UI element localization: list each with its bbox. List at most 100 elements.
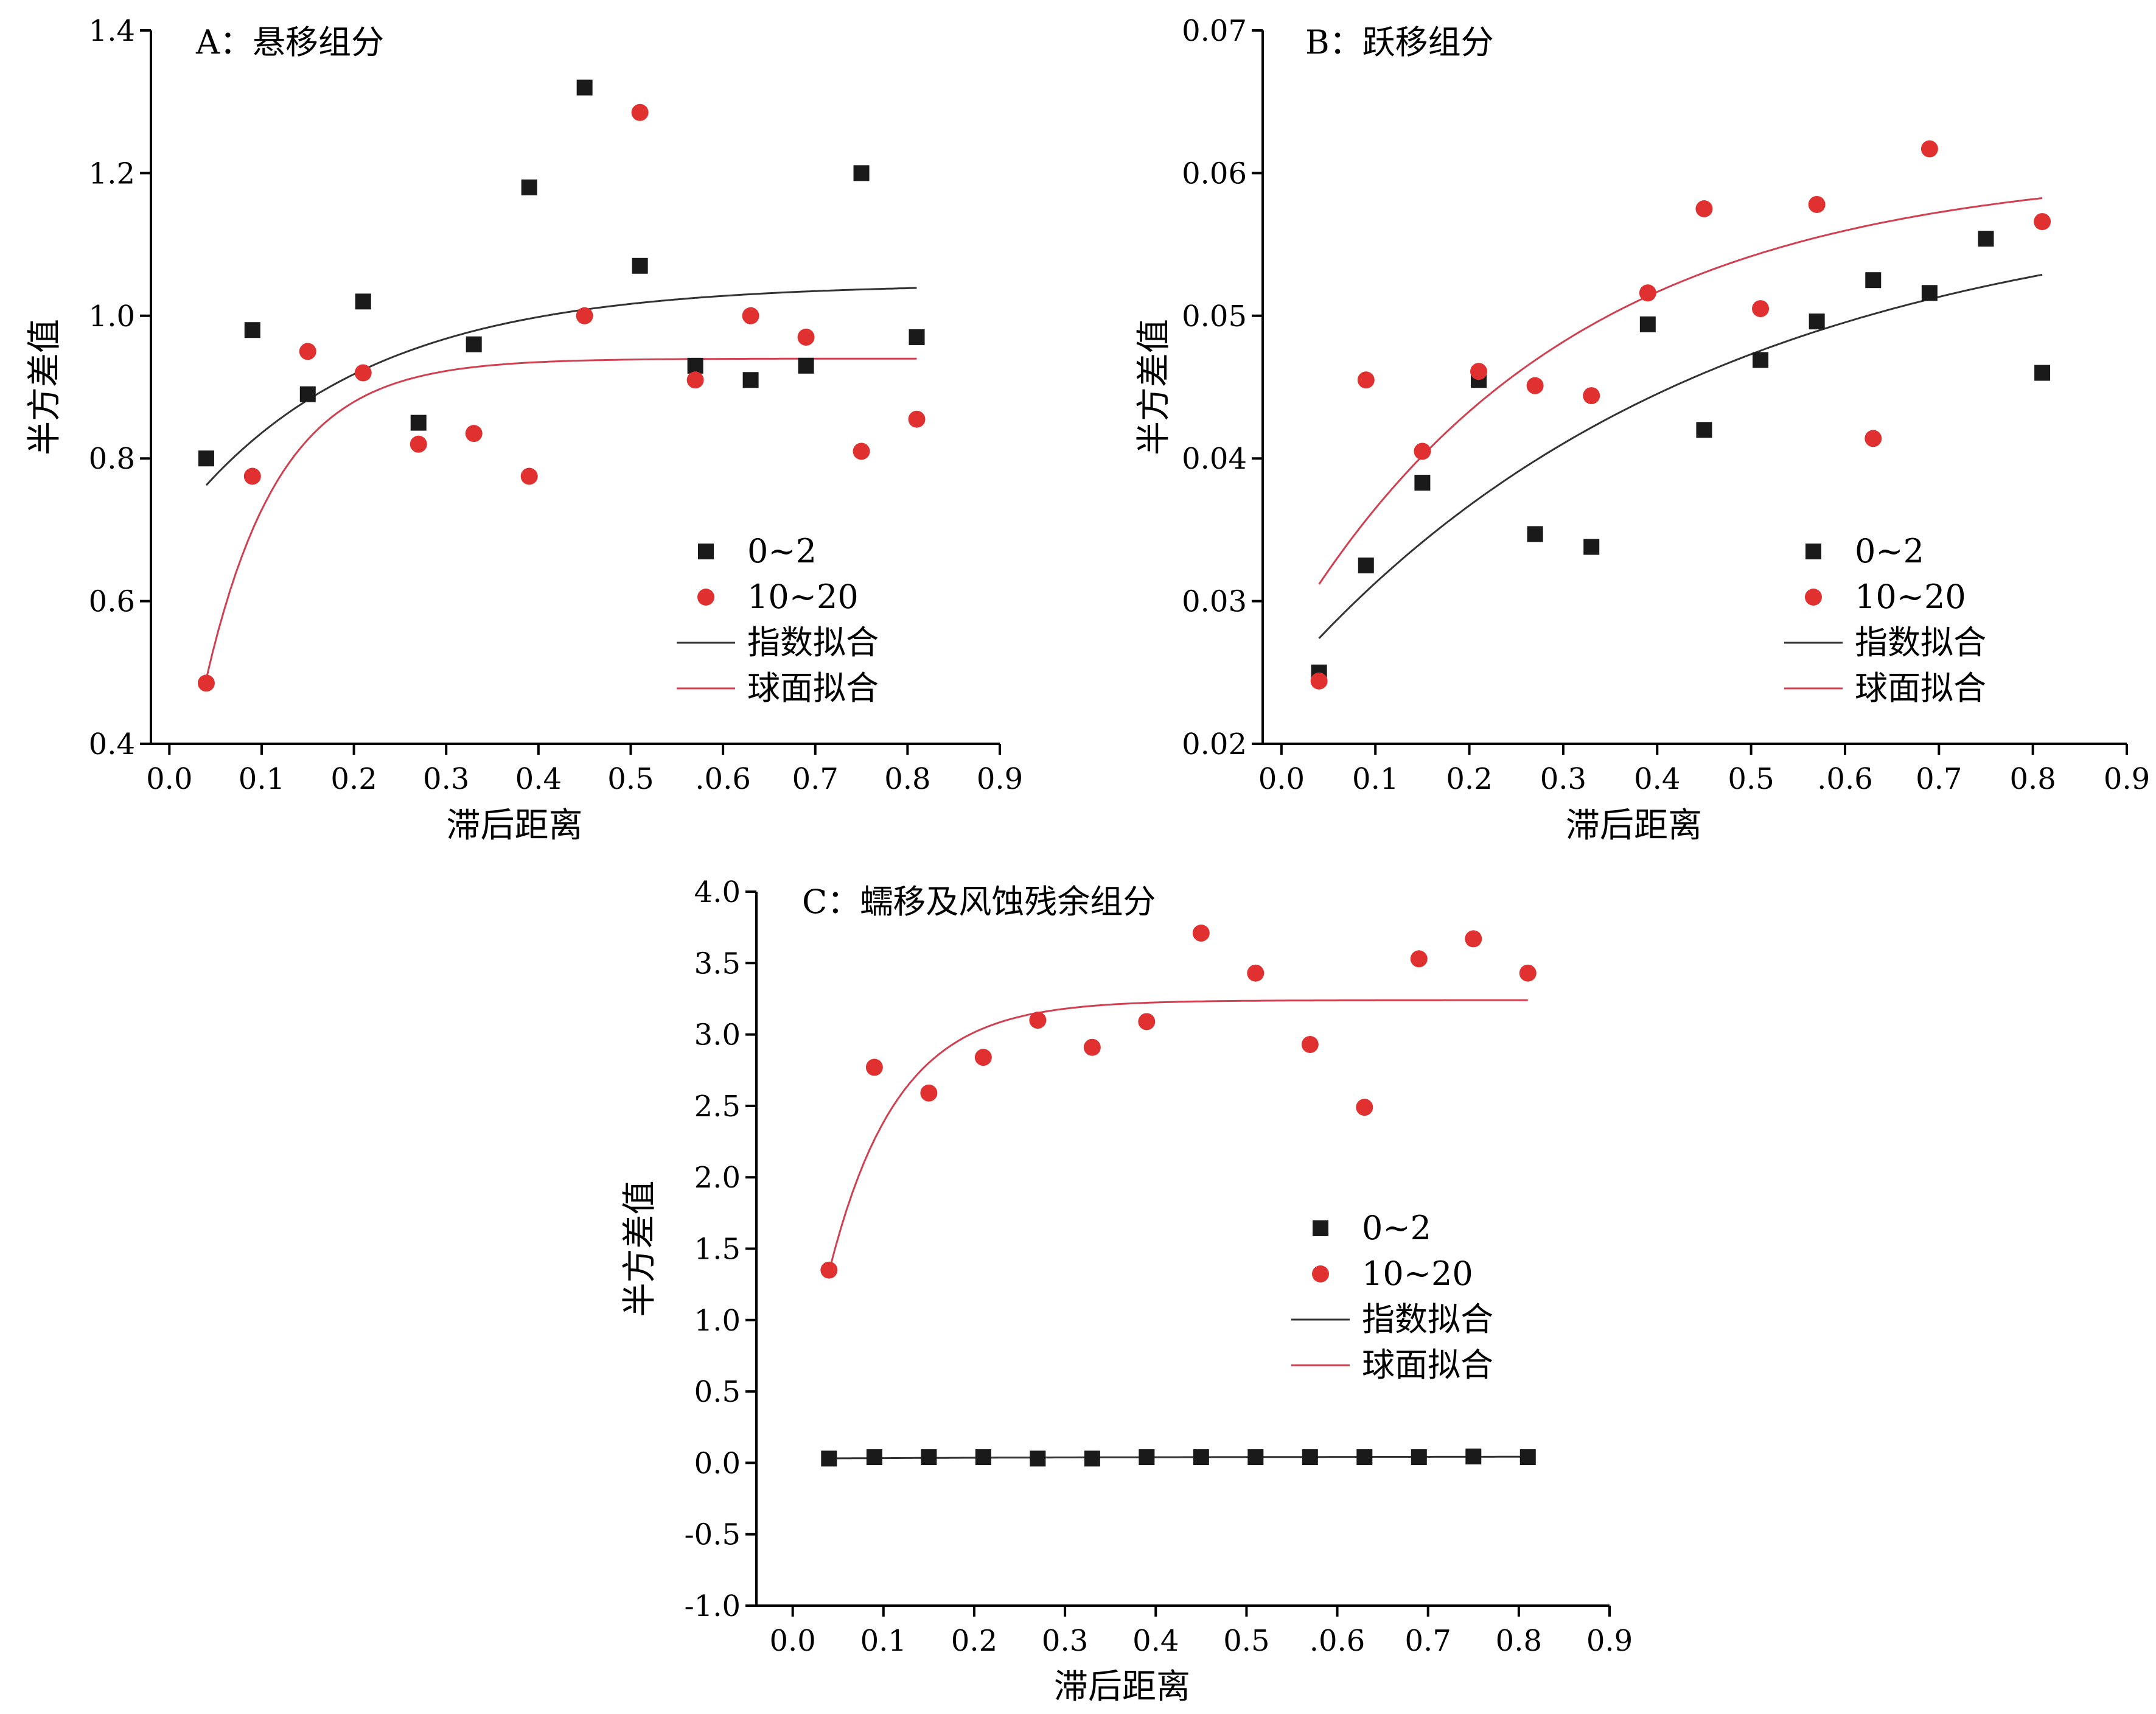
y-tick-label: 0.8 bbox=[89, 442, 135, 476]
data-point-10-20 bbox=[865, 1058, 883, 1076]
x-tick-label: 0.2 bbox=[1446, 762, 1492, 796]
data-point-10-20 bbox=[1138, 1013, 1156, 1030]
data-point-10-20 bbox=[354, 364, 372, 382]
data-point-10-20 bbox=[1470, 363, 1487, 380]
data-point-10-20 bbox=[1639, 284, 1656, 302]
x-tick-label: 0.0 bbox=[1258, 762, 1305, 796]
legend-label: 0~2 bbox=[1855, 532, 1924, 570]
data-point-0-2 bbox=[798, 357, 814, 374]
data-point-0-2 bbox=[355, 293, 371, 310]
legend-label: 0~2 bbox=[747, 532, 817, 570]
x-tick-label: 0.7 bbox=[792, 762, 839, 796]
data-point-0-2 bbox=[921, 1449, 937, 1466]
data-point-0-2 bbox=[521, 179, 537, 195]
data-point-0-2 bbox=[1084, 1450, 1100, 1467]
x-tick-label: .0.6 bbox=[1817, 762, 1873, 796]
data-point-0-2 bbox=[1639, 316, 1656, 332]
x-tick-label: 0.4 bbox=[1132, 1624, 1179, 1658]
x-tick-label: 0.7 bbox=[1916, 762, 1962, 796]
chart-title: A：悬移组分 bbox=[195, 23, 384, 61]
y-tick-label: -1.0 bbox=[684, 1589, 741, 1623]
y-tick-label: 1.2 bbox=[89, 156, 135, 191]
data-point-10-20 bbox=[299, 343, 316, 360]
data-point-0-2 bbox=[198, 450, 214, 467]
x-tick-label: 0.2 bbox=[330, 762, 377, 796]
legend-label: 10~20 bbox=[747, 578, 859, 616]
legend-label: 球面拟合 bbox=[1362, 1346, 1493, 1384]
data-point-0-2 bbox=[1193, 1449, 1209, 1466]
data-point-10-20 bbox=[576, 307, 593, 324]
data-point-10-20 bbox=[853, 442, 870, 460]
x-tick-label: 0.8 bbox=[884, 762, 930, 796]
data-point-10-20 bbox=[908, 410, 926, 428]
x-tick-label: 0.0 bbox=[769, 1624, 815, 1658]
legend-marker-square bbox=[698, 544, 714, 559]
data-point-0-2 bbox=[576, 79, 593, 96]
y-axis-label: 半方差值 bbox=[25, 319, 65, 455]
legend-label: 指数拟合 bbox=[1362, 1300, 1493, 1338]
y-tick-label: 1.4 bbox=[89, 14, 135, 48]
x-tick-label: 0.9 bbox=[1586, 1624, 1633, 1658]
x-axis-label: 滞后距离 bbox=[1054, 1667, 1190, 1707]
data-point-0-2 bbox=[909, 329, 925, 345]
x-axis-label: 滞后距离 bbox=[447, 806, 583, 845]
data-point-10-20 bbox=[243, 467, 261, 485]
data-point-0-2 bbox=[1978, 231, 1994, 247]
x-tick-label: 0.1 bbox=[1352, 762, 1398, 796]
data-point-10-20 bbox=[974, 1049, 992, 1066]
data-point-0-2 bbox=[1865, 272, 1882, 289]
data-point-0-2 bbox=[1465, 1448, 1482, 1464]
y-tick-label: 1.5 bbox=[694, 1233, 741, 1267]
x-tick-label: 0.9 bbox=[977, 762, 1023, 796]
data-point-10-20 bbox=[1247, 964, 1265, 982]
data-point-10-20 bbox=[465, 425, 483, 442]
x-tick-label: 0.3 bbox=[423, 762, 469, 796]
x-tick-label: 0.9 bbox=[2104, 762, 2150, 796]
data-point-10-20 bbox=[1410, 950, 1428, 968]
data-point-10-20 bbox=[1192, 925, 1210, 942]
legend-label: 10~20 bbox=[1362, 1254, 1473, 1293]
x-tick-label: 0.5 bbox=[1728, 762, 1774, 796]
data-point-0-2 bbox=[866, 1449, 882, 1466]
x-tick-label: 0.4 bbox=[515, 762, 562, 796]
x-tick-label: .0.6 bbox=[695, 762, 751, 796]
x-tick-label: 0.3 bbox=[1042, 1624, 1088, 1658]
y-tick-label: 1.0 bbox=[694, 1304, 741, 1338]
y-axis-label: 半方差值 bbox=[1134, 319, 1174, 455]
y-tick-label: 4.0 bbox=[694, 875, 741, 909]
data-point-0-2 bbox=[1753, 352, 1769, 368]
data-point-0-2 bbox=[1921, 285, 1938, 301]
y-tick-label: 0.04 bbox=[1182, 442, 1247, 476]
y-tick-label: 2.0 bbox=[694, 1161, 741, 1195]
data-point-10-20 bbox=[1083, 1038, 1101, 1056]
x-tick-label: 0.8 bbox=[1496, 1624, 1542, 1658]
chart-panel-c: 0.0 0.1 0.2 0.3 0.4 0.5 .0.6 0.7 0.8 0.9 -1.0 -0.5 0… bbox=[620, 875, 1633, 1707]
y-tick-label: 2.5 bbox=[694, 1090, 741, 1124]
data-point-10-20 bbox=[1029, 1012, 1047, 1029]
data-point-0-2 bbox=[2034, 365, 2051, 381]
x-tick-label: 0.5 bbox=[607, 762, 654, 796]
data-point-0-2 bbox=[1356, 1449, 1373, 1466]
x-tick-label: 0.5 bbox=[1223, 1624, 1269, 1658]
data-point-10-20 bbox=[1921, 140, 1938, 158]
data-point-10-20 bbox=[1808, 195, 1826, 213]
data-point-10-20 bbox=[920, 1084, 938, 1102]
x-tick-label: 0.2 bbox=[951, 1624, 997, 1658]
data-point-10-20 bbox=[1465, 930, 1482, 948]
data-point-0-2 bbox=[742, 372, 759, 388]
y-tick-label: 3.0 bbox=[694, 1018, 741, 1052]
data-point-0-2 bbox=[1809, 313, 1825, 330]
data-point-0-2 bbox=[821, 1450, 837, 1467]
data-point-10-20 bbox=[2034, 213, 2051, 231]
exponential-fit-line bbox=[205, 287, 917, 486]
data-point-0-2 bbox=[1358, 558, 1374, 573]
data-point-0-2 bbox=[853, 165, 870, 181]
data-point-10-20 bbox=[1414, 442, 1431, 460]
y-tick-label: -0.5 bbox=[684, 1518, 741, 1552]
data-point-0-2 bbox=[1696, 422, 1712, 438]
x-tick-label: 0.1 bbox=[860, 1624, 907, 1658]
y-tick-label: 0.4 bbox=[89, 727, 135, 761]
y-tick-label: 0.07 bbox=[1182, 14, 1247, 48]
legend-label: 0~2 bbox=[1362, 1209, 1431, 1247]
